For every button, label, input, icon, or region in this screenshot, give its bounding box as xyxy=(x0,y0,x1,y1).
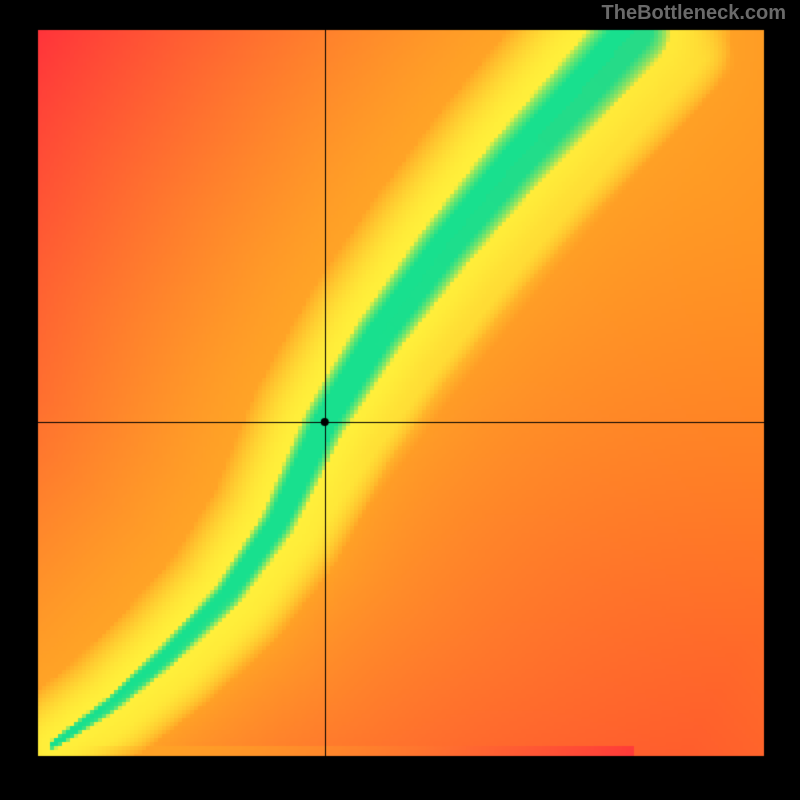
watermark-text: TheBottleneck.com xyxy=(602,2,786,25)
bottleneck-heatmap xyxy=(0,0,800,800)
